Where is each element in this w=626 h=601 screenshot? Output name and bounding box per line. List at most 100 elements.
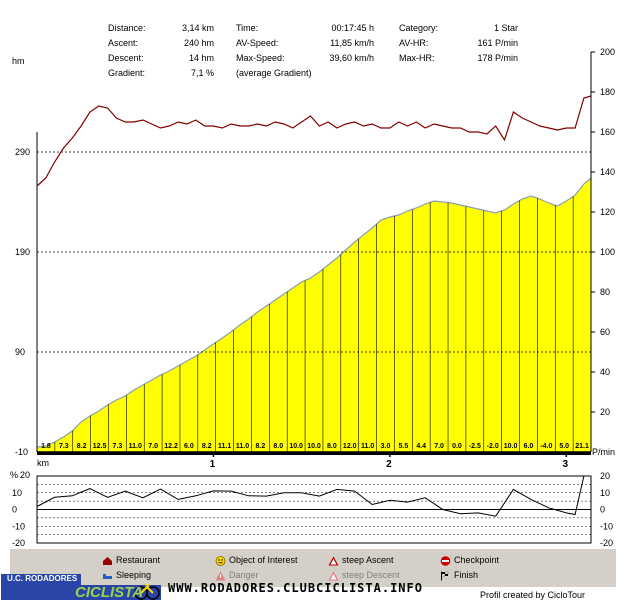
gradient-right-tick-label: -20 [600, 538, 613, 548]
stat-value: 1 Star [493, 23, 518, 33]
legend-label: Sleeping [116, 570, 152, 580]
legend-panel: Restaurant Object of Interest steep Asce… [10, 549, 616, 587]
stat-label: Ascent: [108, 38, 139, 48]
legend-object-of-interest: Object of Interest [215, 555, 298, 566]
gradient-label: 1.8 [41, 443, 51, 450]
right-tick-label: 180 [600, 87, 615, 97]
x-tick-label: 3 [563, 459, 569, 470]
gradient-label: 4.4 [416, 443, 426, 450]
left-tick-label: -10 [15, 447, 28, 457]
legend-danger: Danger [215, 570, 259, 581]
legend-label: Checkpoint [454, 555, 500, 565]
heart-rate-line [36, 95, 592, 187]
gradient-label: 8.0 [327, 443, 337, 450]
legend-label: Restaurant [116, 555, 161, 565]
gradient-label: 10.0 [307, 443, 321, 450]
legend-steep-descent: steep Descent [328, 570, 400, 581]
right-tick-label: 140 [600, 167, 615, 177]
elevation-outline [36, 177, 592, 448]
gradient-label: 7.0 [148, 443, 158, 450]
danger-icon [215, 571, 226, 581]
left-tick-label: 90 [15, 347, 25, 357]
legend-sleeping: Sleeping [102, 570, 151, 581]
gradient-label: 12.2 [164, 443, 178, 450]
gradient-label: 12.5 [93, 443, 107, 450]
stat-value: 11,85 km/h [330, 38, 374, 48]
stat-value: 7,1 % [190, 68, 214, 78]
gradient-left-tick-label: 20 [20, 470, 30, 480]
website-url[interactable]: WWW.RODADORES.CLUBCICLISTA.INFO [168, 581, 423, 595]
gradient-label: 21.1 [575, 443, 589, 450]
gradient-label: 0.0 [452, 443, 462, 450]
stat-label: AV-Speed: [236, 38, 279, 48]
logo-top-text: U.C. RODADORES [7, 574, 78, 583]
legend-checkpoint: Checkpoint [440, 555, 499, 566]
stat-value: 14 hm [188, 53, 214, 63]
gradient-label: 10.0 [504, 443, 518, 450]
right-tick-label: 20 [600, 407, 610, 417]
stat-label: Time: [236, 23, 259, 33]
club-logo: U.C. RODADORES CICLISTA [1, 574, 161, 601]
gradient-label: 10.0 [289, 443, 303, 450]
gradient-label: 8.2 [202, 443, 212, 450]
gradient-label: -2.5 [469, 443, 481, 450]
smiley-icon [215, 555, 226, 566]
left-tick-label: 190 [15, 247, 30, 257]
gradient-right-tick-label: 20 [600, 471, 610, 481]
right-tick-label: 40 [600, 367, 610, 377]
x-tick-label: 1 [210, 459, 216, 470]
stat-value: 39,60 km/h [329, 53, 374, 63]
profile-credit: Profil created by CicloTour [480, 590, 586, 600]
gradient-label: 8.2 [256, 443, 266, 450]
gradient-y-label: % [10, 470, 18, 480]
gradient-left-tick-label: -20 [12, 538, 25, 548]
stat-label: Gradient: [108, 68, 146, 78]
stat-label: AV-HR: [399, 38, 429, 48]
stat-value: 178 P/min [477, 53, 518, 63]
gradient-label: 12.0 [343, 443, 357, 450]
legend-label: steep Ascent [342, 555, 394, 565]
gradient-left-tick-label: 10 [12, 488, 22, 498]
legend-steep-ascent: steep Ascent [328, 555, 394, 566]
right-tick-label: 200 [600, 47, 615, 57]
right-tick-label: 80 [600, 287, 610, 297]
legend-label: Object of Interest [229, 555, 298, 565]
house-icon [103, 556, 112, 565]
gradient-label: 5.0 [559, 443, 569, 450]
gradient-right-tick-label: 10 [600, 488, 610, 498]
y-axis-label: hm [12, 56, 25, 66]
stat-label: Max-Speed: [236, 53, 285, 63]
gradient-label: 5.5 [398, 443, 408, 450]
gradient-label: 6.0 [184, 443, 194, 450]
gradient-label: 11.1 [218, 443, 231, 450]
gradient-label: 8.2 [77, 443, 87, 450]
legend-finish: Finish [440, 570, 478, 581]
stat-label: Distance: [108, 23, 146, 33]
stat-value: 161 P/min [477, 38, 518, 48]
stat-value: 3,14 km [181, 23, 214, 33]
gradient-label: 3.0 [381, 443, 391, 450]
legend-label: Danger [229, 570, 259, 580]
x-tick-label: 2 [386, 459, 392, 470]
right-tick-label: 160 [600, 127, 615, 137]
gradient-right-tick-label: -10 [600, 521, 613, 531]
gradient-label: 7.3 [59, 443, 69, 450]
gradient-label: 11.0 [361, 443, 374, 450]
stat-label: Descent: [108, 53, 144, 63]
gradient-label: -4.0 [540, 443, 552, 450]
gradient-label: 6.0 [524, 443, 534, 450]
legend-label: Finish [454, 570, 479, 580]
warning-icon [328, 571, 339, 581]
right-tick-label: 120 [600, 207, 615, 217]
gradient-label: 8.0 [273, 443, 283, 450]
stat-label: Category: [399, 23, 439, 33]
stat-value: 240 hm [183, 38, 214, 48]
gradient-left-tick-label: 0 [12, 505, 17, 515]
stat-value: 00:17:45 h [331, 23, 374, 33]
warning-icon [328, 556, 339, 566]
right-tick-label: 60 [600, 327, 610, 337]
legend-label: steep Descent [342, 570, 400, 580]
gradient-label: -2.0 [487, 443, 499, 450]
bed-icon [103, 573, 112, 579]
